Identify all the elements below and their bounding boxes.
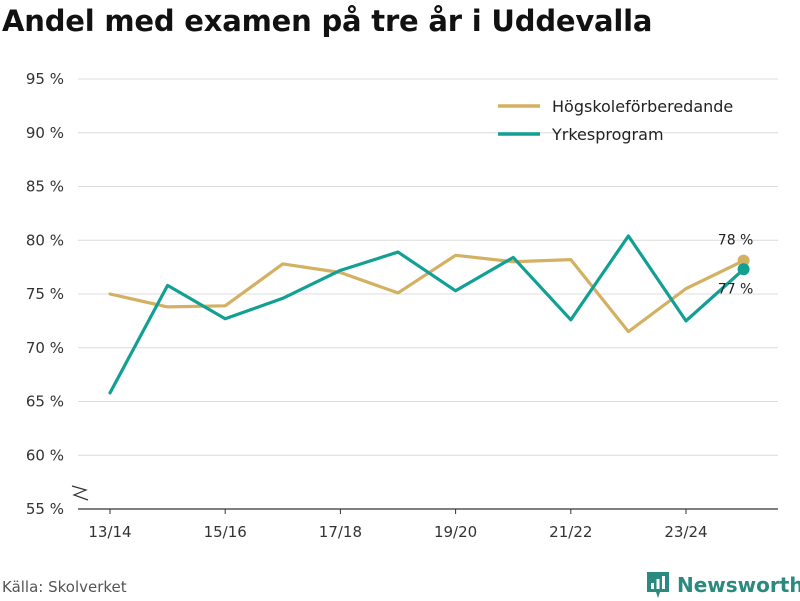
y-tick-label: 85 % (26, 178, 64, 196)
y-tick-label: 75 % (26, 285, 64, 303)
axis-break-icon (71, 485, 89, 501)
end-labels: 78 % 77 % (718, 233, 754, 298)
newsworthy-logo-icon (647, 572, 669, 598)
y-tick-label: 60 % (26, 446, 64, 464)
gridlines (78, 78, 778, 456)
source-note: Källa: Skolverket (2, 578, 127, 596)
y-tick-label: 90 % (26, 124, 64, 142)
end-label-yrkesprogram: 77 % (718, 281, 754, 297)
x-axis: 13/14 15/16 17/18 19/20 21/22 23/24 (71, 485, 778, 541)
series-line-hogskoleforberedande (108, 253, 746, 334)
brand-logo[interactable]: Newsworthy (645, 569, 800, 601)
end-point-marker (737, 263, 750, 276)
x-tick-label: 23/24 (664, 523, 707, 541)
y-axis: 55 % 60 % 65 % 70 % 75 % 80 % 85 % 90 % 95 % (26, 70, 64, 518)
end-label-hogskoleforberedande: 78 % (718, 233, 754, 249)
x-tick-label: 13/14 (88, 523, 131, 541)
x-tick-label: 17/18 (319, 523, 362, 541)
series-lines (108, 234, 750, 395)
legend: Högskoleförberedande Yrkesprogram (498, 97, 733, 144)
end-point-marker (737, 254, 750, 267)
y-tick-label: 55 % (26, 500, 64, 518)
legend-label: Yrkesprogram (551, 125, 664, 144)
x-tick-label: 21/22 (549, 523, 592, 541)
chart-title: Andel med examen på tre år i Uddevalla (2, 4, 653, 38)
x-tick-label: 19/20 (434, 523, 477, 541)
y-tick-label: 95 % (26, 70, 64, 88)
y-tick-label: 65 % (26, 393, 64, 411)
brand-name: Newsworthy (677, 573, 800, 597)
legend-label: Högskoleförberedande (552, 97, 733, 116)
x-tick-label: 15/16 (204, 523, 247, 541)
y-tick-label: 80 % (26, 231, 64, 249)
series-line-yrkesprogram (108, 234, 746, 395)
y-tick-label: 70 % (26, 339, 64, 357)
